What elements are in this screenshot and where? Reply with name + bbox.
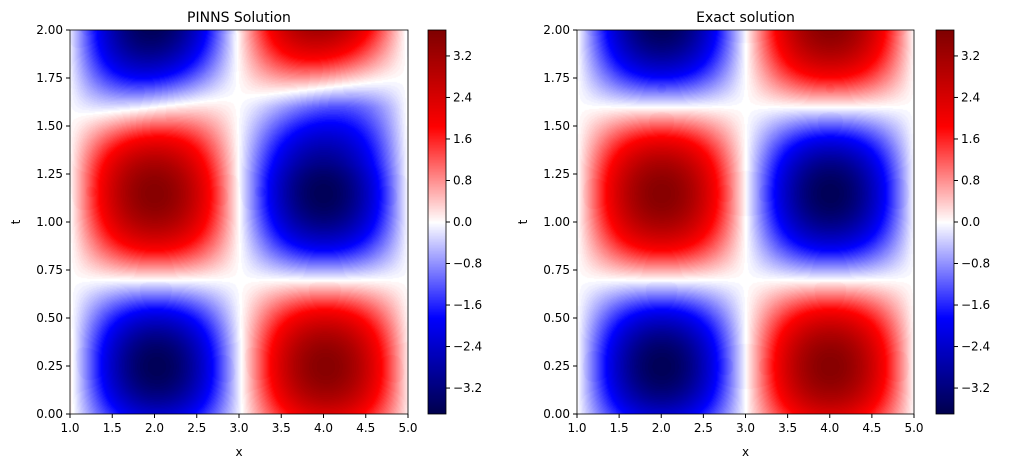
- y-tick-label: 1.50: [543, 119, 570, 133]
- y-tick-label: 0.25: [543, 359, 570, 373]
- y-tick-label: 1.25: [543, 167, 570, 181]
- x-tick-label: 4.0: [314, 421, 333, 435]
- colorbar-tick-label: 2.4: [453, 90, 472, 104]
- colorbar-tick-label: 0.8: [961, 173, 980, 187]
- x-tick-label: 2.5: [694, 421, 713, 435]
- colorbar-tick-label: −1.6: [961, 298, 990, 312]
- y-tick-label: 0.00: [36, 407, 63, 421]
- y-tick-label: 1.50: [36, 119, 63, 133]
- colorbar-tick-label: 0.0: [453, 215, 472, 229]
- colorbar-tick-label: −0.8: [961, 257, 990, 271]
- colorbar-tick-label: 0.0: [961, 215, 980, 229]
- x-tick-label: 1.0: [60, 421, 79, 435]
- colorbar-tick-label: −3.2: [453, 381, 482, 395]
- y-axis-label: t: [516, 219, 530, 224]
- x-tick-label: 4.0: [820, 421, 839, 435]
- x-tick-label: 3.5: [778, 421, 797, 435]
- heatmap-pinns: [70, 30, 408, 414]
- chart-title: Exact solution: [696, 10, 795, 26]
- colorbar-tick-label: −3.2: [961, 381, 990, 395]
- x-axis-label: x: [742, 445, 749, 459]
- x-axis-label: x: [235, 445, 242, 459]
- chart-title: PINNS Solution: [187, 10, 291, 26]
- x-tick-label: 5.0: [904, 421, 923, 435]
- y-tick-label: 1.00: [36, 215, 63, 229]
- colorbar-tick-label: 1.6: [961, 132, 980, 146]
- colorbar-pinns: [428, 30, 446, 414]
- colorbar-frame: [427, 29, 447, 415]
- heatmap-exact: [577, 30, 914, 414]
- y-tick-label: 0.50: [543, 311, 570, 325]
- y-tick-label: 2.00: [543, 23, 570, 37]
- x-tick-label: 4.5: [356, 421, 375, 435]
- x-tick-label: 2.5: [187, 421, 206, 435]
- x-tick-label: 3.0: [229, 421, 248, 435]
- y-tick-label: 0.75: [36, 263, 63, 277]
- y-tick-label: 0.00: [543, 407, 570, 421]
- y-tick-label: 1.75: [36, 71, 63, 85]
- x-tick-label: 2.0: [652, 421, 671, 435]
- colorbar-tick-label: −0.8: [453, 257, 482, 271]
- x-tick-label: 3.5: [272, 421, 291, 435]
- colorbar-tick-label: 3.2: [961, 49, 980, 63]
- x-tick-label: 3.0: [736, 421, 755, 435]
- colorbar-frame: [935, 29, 955, 415]
- axes-frame: [576, 29, 915, 415]
- y-tick-label: 0.50: [36, 311, 63, 325]
- y-tick-label: 2.00: [36, 23, 63, 37]
- y-axis-label: t: [9, 219, 23, 224]
- y-tick-label: 1.00: [543, 215, 570, 229]
- axes-frame: [69, 29, 409, 415]
- y-tick-label: 1.25: [36, 167, 63, 181]
- colorbar-tick-label: −1.6: [453, 298, 482, 312]
- x-tick-label: 1.0: [567, 421, 586, 435]
- colorbar-tick-label: 3.2: [453, 49, 472, 63]
- colorbar-tick-label: 1.6: [453, 132, 472, 146]
- colorbar-tick-label: 2.4: [961, 90, 980, 104]
- colorbar-tick-label: −2.4: [453, 340, 482, 354]
- x-tick-label: 1.5: [103, 421, 122, 435]
- colorbar-tick-label: −2.4: [961, 340, 990, 354]
- x-tick-label: 2.0: [145, 421, 164, 435]
- y-tick-label: 0.75: [543, 263, 570, 277]
- colorbar-exact: [936, 30, 954, 414]
- x-tick-label: 5.0: [398, 421, 417, 435]
- x-tick-label: 1.5: [610, 421, 629, 435]
- colorbar-tick-label: 0.8: [453, 173, 472, 187]
- y-tick-label: 1.75: [543, 71, 570, 85]
- y-tick-label: 0.25: [36, 359, 63, 373]
- x-tick-label: 4.5: [862, 421, 881, 435]
